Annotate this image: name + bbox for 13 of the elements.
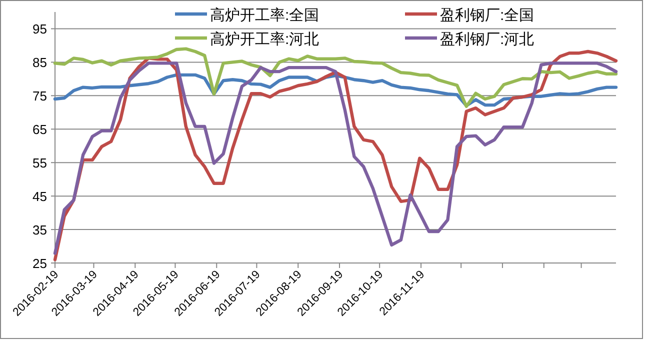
y-tick-label: 55 (32, 156, 47, 171)
y-tick-label: 35 (32, 222, 47, 238)
y-tick-label: 45 (32, 189, 47, 204)
y-tick-label: 85 (32, 55, 47, 70)
legend-label: 高炉开工率:河北 (210, 31, 320, 48)
y-tick-label: 25 (32, 256, 47, 271)
y-tick-label: 75 (32, 88, 47, 104)
y-tick-label: 95 (32, 22, 47, 37)
line-series (53, 47, 618, 108)
y-tick-label: 65 (32, 122, 47, 138)
legend-label: 高炉开工率:全国 (210, 7, 320, 24)
legend-label: 盈利钢厂:河北 (440, 31, 534, 48)
legend-label: 盈利钢厂:全国 (440, 7, 534, 24)
